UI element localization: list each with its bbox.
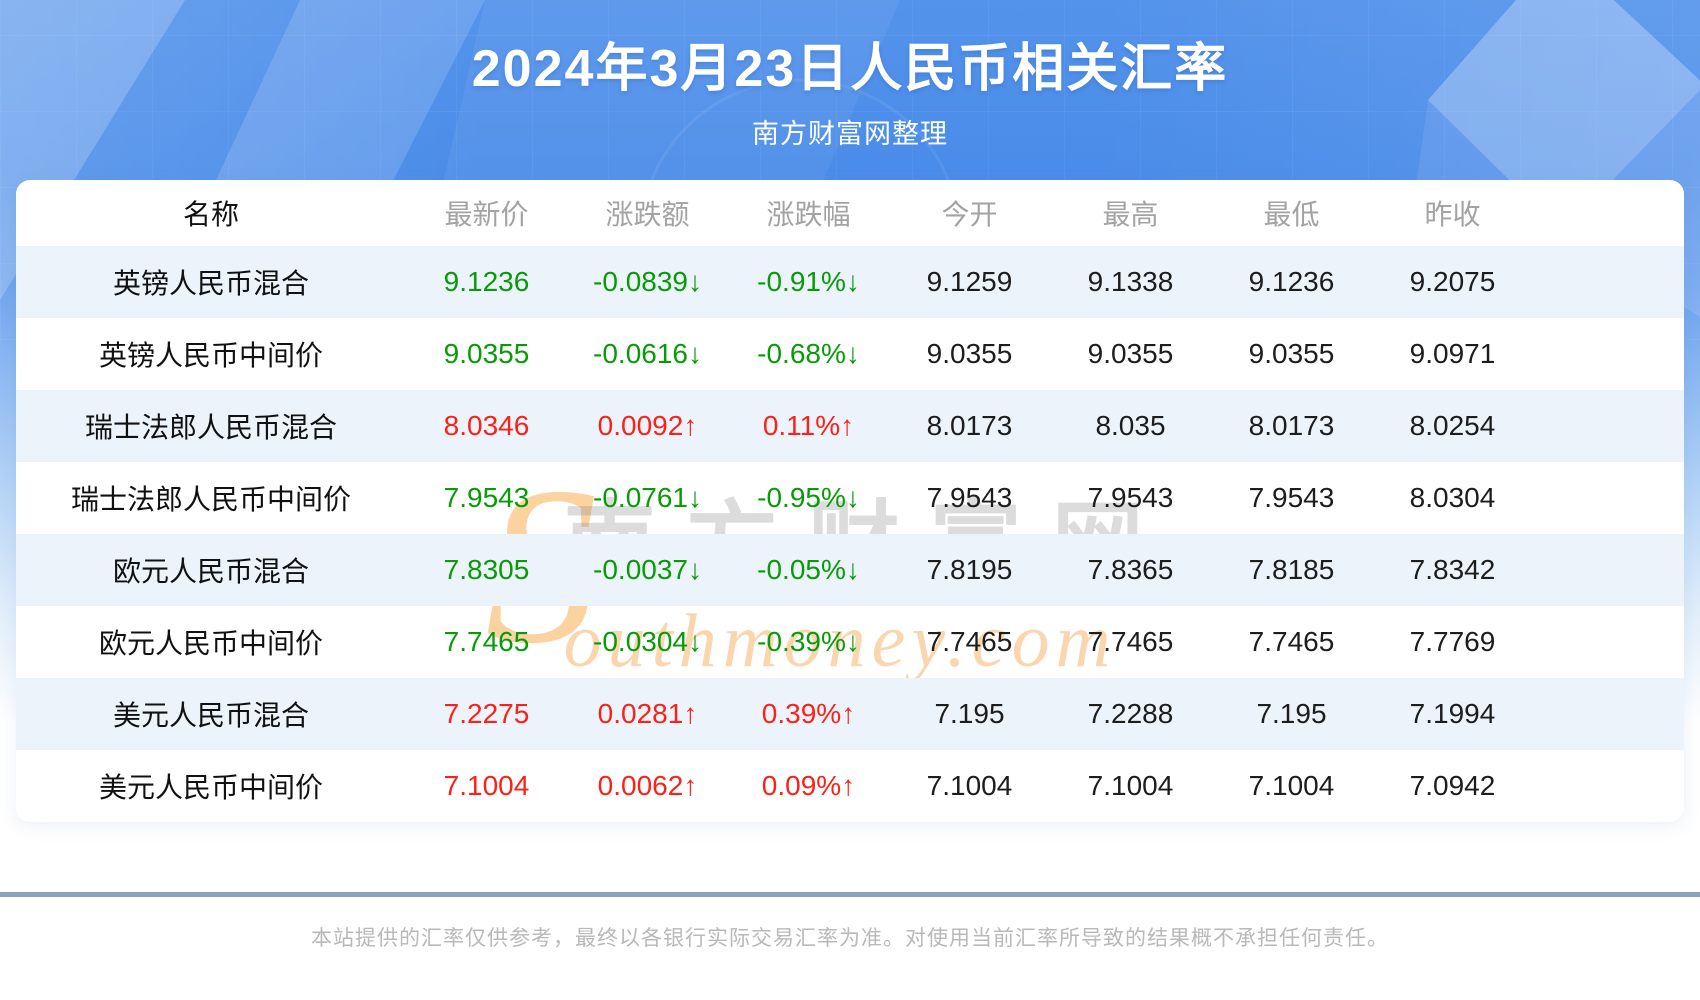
rate-value: 7.1004	[926, 770, 1013, 801]
column-header: 今开	[941, 199, 998, 230]
rate-value: 9.1259	[926, 266, 1013, 297]
currency-name: 欧元人民币混合	[112, 556, 309, 587]
rate-value: 7.8305	[443, 554, 530, 585]
rate-value: 8.0304	[1409, 482, 1496, 513]
rate-value: 8.0254	[1409, 410, 1496, 441]
rate-value: 7.7465	[1248, 626, 1335, 657]
rate-value: -0.95%↓	[757, 482, 860, 513]
rate-value: 8.0346	[443, 410, 530, 441]
table-row: 英镑人民币中间价 9.0355 -0.0616↓ -0.68%↓ 9.0355 9.035…	[16, 318, 1684, 390]
rate-value: 8.0173	[926, 410, 1013, 441]
rate-value: 7.8365	[1087, 554, 1174, 585]
rate-value: -0.05%↓	[757, 554, 860, 585]
column-header: 最高	[1102, 199, 1159, 230]
rate-value: 9.1338	[1087, 266, 1174, 297]
rate-value: 8.0173	[1248, 410, 1335, 441]
table-row: 欧元人民币中间价 7.7465 -0.0304↓ -0.39%↓ 7.7465 7.746…	[16, 606, 1684, 678]
rate-value: 7.0942	[1409, 770, 1496, 801]
currency-name: 美元人民币中间价	[98, 772, 323, 803]
rate-value: 7.7465	[926, 626, 1013, 657]
footer-disclaimer: 本站提供的汇率仅供参考，最终以各银行实际交易汇率为准。对使用当前汇率所导致的结果…	[311, 927, 1389, 950]
rate-value: 0.09%↑	[761, 770, 856, 801]
rate-value: -0.0616↓	[593, 338, 702, 369]
rate-value: -0.39%↓	[757, 626, 860, 657]
column-header: 名称	[182, 199, 239, 230]
rate-value: 9.0355	[926, 338, 1013, 369]
currency-name: 瑞士法郎人民币中间价	[70, 484, 351, 515]
rate-value: 7.195	[934, 698, 1005, 729]
table-row: 欧元人民币混合 7.8305 -0.0037↓ -0.05%↓ 7.8195 7.8365…	[16, 534, 1684, 606]
rate-value: 0.0092↑	[597, 410, 698, 441]
rate-value: 7.9543	[1087, 482, 1174, 513]
rate-value: -0.68%↓	[757, 338, 860, 369]
rate-value: 7.7465	[1087, 626, 1174, 657]
rate-value: 9.0355	[443, 338, 530, 369]
rate-value: 7.9543	[1248, 482, 1335, 513]
rate-value: 7.9543	[443, 482, 530, 513]
column-header: 涨跌幅	[766, 199, 851, 230]
rate-value: 7.1004	[443, 770, 530, 801]
rate-value: 9.2075	[1409, 266, 1496, 297]
rate-value: 7.9543	[926, 482, 1013, 513]
rate-value: 7.8185	[1248, 554, 1335, 585]
rate-value: 9.1236	[1248, 266, 1335, 297]
column-header: 涨跌额	[605, 199, 690, 230]
currency-name: 英镑人民币中间价	[98, 340, 323, 371]
currency-name: 瑞士法郎人民币混合	[84, 412, 337, 443]
rate-value: -0.0037↓	[593, 554, 702, 585]
rates-card: 名称 最新价 涨跌额 涨跌幅 今开 最高 最低 昨收 英镑人民币混合 9.1236 -0.0839…	[16, 180, 1684, 822]
rate-value: -0.0761↓	[593, 482, 702, 513]
rate-value: 0.0281↑	[597, 698, 698, 729]
rate-value: 9.0355	[1248, 338, 1335, 369]
rate-value: 7.1994	[1409, 698, 1496, 729]
rate-value: 7.195	[1256, 698, 1327, 729]
rate-value: 9.0971	[1409, 338, 1496, 369]
rates-table-header: 名称 最新价 涨跌额 涨跌幅 今开 最高 最低 昨收	[16, 180, 1684, 246]
rate-value: -0.0304↓	[593, 626, 702, 657]
rate-value: 7.7769	[1409, 626, 1496, 657]
rate-value: 7.8342	[1409, 554, 1496, 585]
rate-value: 7.8195	[926, 554, 1013, 585]
rate-value: 0.39%↑	[761, 698, 856, 729]
table-row: 瑞士法郎人民币混合 8.0346 0.0092↑ 0.11%↑ 8.0173 8.035 8…	[16, 390, 1684, 462]
rate-value: 7.2275	[443, 698, 530, 729]
page-title: 2024年3月23日人民币相关汇率	[471, 40, 1229, 98]
rate-value: 7.2288	[1087, 698, 1174, 729]
rate-value: -0.91%↓	[757, 266, 860, 297]
rate-value: 7.1004	[1248, 770, 1335, 801]
rate-value: 8.035	[1095, 410, 1166, 441]
rate-value: 7.1004	[1087, 770, 1174, 801]
column-header: 最低	[1263, 199, 1320, 230]
rate-value: 0.11%↑	[762, 410, 855, 441]
rates-table-body: 英镑人民币混合 9.1236 -0.0839↓ -0.91%↓ 9.1259 9.1338…	[16, 246, 1684, 822]
rate-value: 9.0355	[1087, 338, 1174, 369]
page-subtitle: 南方财富网整理	[752, 119, 948, 149]
table-row: 瑞士法郎人民币中间价 7.9543 -0.0761↓ -0.95%↓ 7.9543 7.9…	[16, 462, 1684, 534]
currency-name: 英镑人民币混合	[112, 268, 309, 299]
rate-value: 0.0062↑	[597, 770, 698, 801]
rate-value: 7.7465	[443, 626, 530, 657]
table-row: 美元人民币中间价 7.1004 0.0062↑ 0.09%↑ 7.1004 7.1004 7…	[16, 750, 1684, 822]
rate-value: -0.0839↓	[593, 266, 702, 297]
rate-value: 9.1236	[443, 266, 530, 297]
currency-name: 美元人民币混合	[112, 700, 309, 731]
footer-divider	[0, 892, 1700, 897]
column-header: 最新价	[444, 199, 529, 230]
currency-name: 欧元人民币中间价	[98, 628, 323, 659]
table-row: 美元人民币混合 7.2275 0.0281↑ 0.39%↑ 7.195 7.2288 7.1…	[16, 678, 1684, 750]
table-row: 英镑人民币混合 9.1236 -0.0839↓ -0.91%↓ 9.1259 9.1338…	[16, 246, 1684, 318]
column-header: 昨收	[1424, 199, 1481, 230]
